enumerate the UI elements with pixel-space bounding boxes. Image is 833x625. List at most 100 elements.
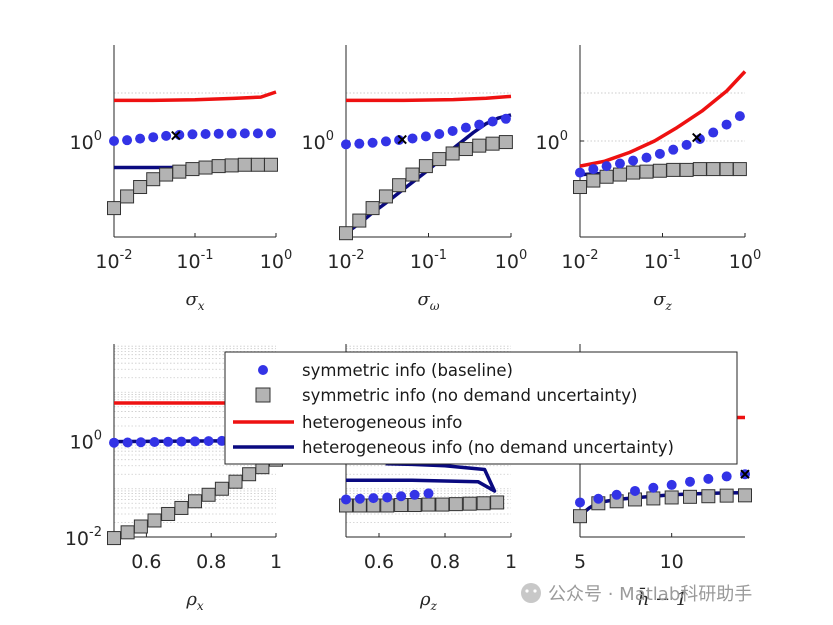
point-symmetric-baseline [611, 489, 622, 500]
y-tick-label: 100 [536, 129, 568, 154]
point-symmetric-baseline [685, 476, 695, 487]
point-symmetric-baseline [354, 493, 365, 504]
y-tick-label: 100 [70, 429, 102, 454]
point-symmetric-baseline [630, 485, 640, 496]
x-tick-label: 10-2 [561, 248, 598, 273]
point-symmetric-no-demand [201, 487, 216, 502]
point-symmetric-baseline [668, 144, 679, 155]
subplot-sigma_x: 10-2 10-1 100 100 σx [70, 45, 292, 313]
legend-dot-marker [258, 365, 268, 375]
point-symmetric-baseline [149, 437, 160, 448]
point-symmetric-baseline [641, 152, 652, 163]
point-symmetric-baseline [203, 436, 214, 447]
cross-stroke [397, 134, 407, 145]
point-symmetric-no-demand [719, 162, 734, 177]
point-symmetric-baseline [367, 137, 378, 148]
optimum-cross-marker [692, 132, 702, 143]
point-symmetric-baseline [135, 437, 146, 448]
point-symmetric-no-demand [472, 138, 487, 153]
x-tick-label: 10-2 [327, 248, 364, 273]
point-symmetric-baseline [109, 437, 119, 448]
point-symmetric-no-demand [586, 173, 601, 188]
legend-box [224, 351, 738, 465]
wechat-icon-eye-right [533, 589, 537, 593]
watermark-text: 公众号 · Matlab科研助手 [548, 584, 752, 605]
point-symmetric-no-demand [133, 180, 148, 195]
point-symmetric-baseline [575, 497, 585, 508]
wechat-icon [521, 583, 541, 603]
legend-square-marker [255, 387, 271, 403]
point-symmetric-baseline [239, 128, 250, 139]
x-tick-label: 100 [495, 248, 527, 273]
point-symmetric-no-demand [476, 496, 491, 511]
x-axis-label: ρx [185, 589, 204, 613]
point-symmetric-no-demand [421, 497, 436, 512]
point-symmetric-baseline [122, 135, 133, 146]
point-symmetric-baseline [380, 136, 391, 147]
point-symmetric-baseline [226, 128, 237, 139]
subplot-hbar: 5 10 h̄ − 1 [573, 344, 752, 610]
series-heterogeneous-no-demand-line [346, 461, 497, 493]
point-symmetric-no-demand [159, 167, 174, 182]
subplot-sigma_z: 10-2 10-1 100 100 σz [536, 45, 761, 313]
point-symmetric-no-demand [692, 162, 707, 177]
x-axis-label: ρz [419, 589, 438, 613]
point-symmetric-no-demand [188, 494, 202, 509]
point-symmetric-no-demand [146, 172, 161, 187]
point-symmetric-baseline [148, 132, 159, 143]
point-symmetric-baseline [487, 116, 498, 127]
point-symmetric-baseline [407, 133, 418, 144]
x-tick-label: 100 [729, 248, 761, 273]
x-tick-label: 100 [260, 248, 292, 273]
point-symmetric-baseline [681, 139, 692, 150]
point-symmetric-baseline [423, 488, 434, 499]
point-symmetric-no-demand [462, 496, 477, 511]
legend-label-heterogeneous-no-demand: heterogeneous info (no demand uncertaint… [302, 438, 674, 457]
series-heterogeneous-line [579, 70, 747, 168]
point-symmetric-no-demand [228, 474, 243, 489]
point-symmetric-no-demand [626, 165, 641, 180]
point-symmetric-baseline [252, 128, 263, 139]
point-symmetric-baseline [265, 128, 276, 139]
point-symmetric-baseline [500, 113, 511, 124]
point-symmetric-no-demand [250, 157, 265, 172]
x-tick-label: 10-2 [95, 248, 132, 273]
point-symmetric-baseline [614, 158, 625, 169]
point-symmetric-no-demand [485, 136, 500, 151]
point-symmetric-no-demand [211, 159, 226, 174]
point-symmetric-baseline [135, 133, 146, 144]
point-symmetric-baseline [575, 167, 585, 178]
point-symmetric-baseline [420, 131, 431, 142]
x-tick-label: 0.8 [196, 551, 226, 573]
point-symmetric-no-demand [407, 498, 422, 513]
point-symmetric-no-demand [147, 513, 162, 528]
point-symmetric-baseline [447, 125, 458, 136]
point-symmetric-baseline [190, 436, 200, 447]
point-symmetric-no-demand [237, 157, 252, 172]
x-tick-label: 1 [270, 551, 282, 573]
point-symmetric-baseline [396, 491, 407, 502]
point-symmetric-no-demand [378, 189, 393, 204]
point-symmetric-baseline [593, 493, 604, 504]
cross-stroke [740, 469, 750, 479]
watermark: 公众号 · Matlab科研助手 [521, 583, 752, 605]
point-symmetric-no-demand [498, 135, 513, 150]
point-symmetric-baseline [161, 130, 172, 141]
point-symmetric-no-demand [120, 189, 135, 204]
x-axis-label: h̄ − 1 [638, 586, 688, 610]
point-symmetric-no-demand [263, 157, 278, 172]
point-symmetric-no-demand [573, 180, 587, 195]
optimum-cross-marker [397, 134, 407, 145]
point-symmetric-baseline [734, 111, 745, 122]
point-symmetric-baseline [721, 119, 732, 130]
point-symmetric-no-demand [652, 163, 667, 178]
point-symmetric-baseline [354, 138, 365, 149]
point-symmetric-baseline [122, 437, 133, 448]
legend-entry-heterogeneous: heterogeneous info [233, 413, 462, 432]
point-symmetric-no-demand [599, 169, 614, 184]
point-symmetric-no-demand [352, 213, 367, 228]
point-symmetric-no-demand [490, 495, 505, 510]
point-symmetric-baseline [382, 492, 393, 503]
optimum-cross-marker [171, 130, 181, 141]
